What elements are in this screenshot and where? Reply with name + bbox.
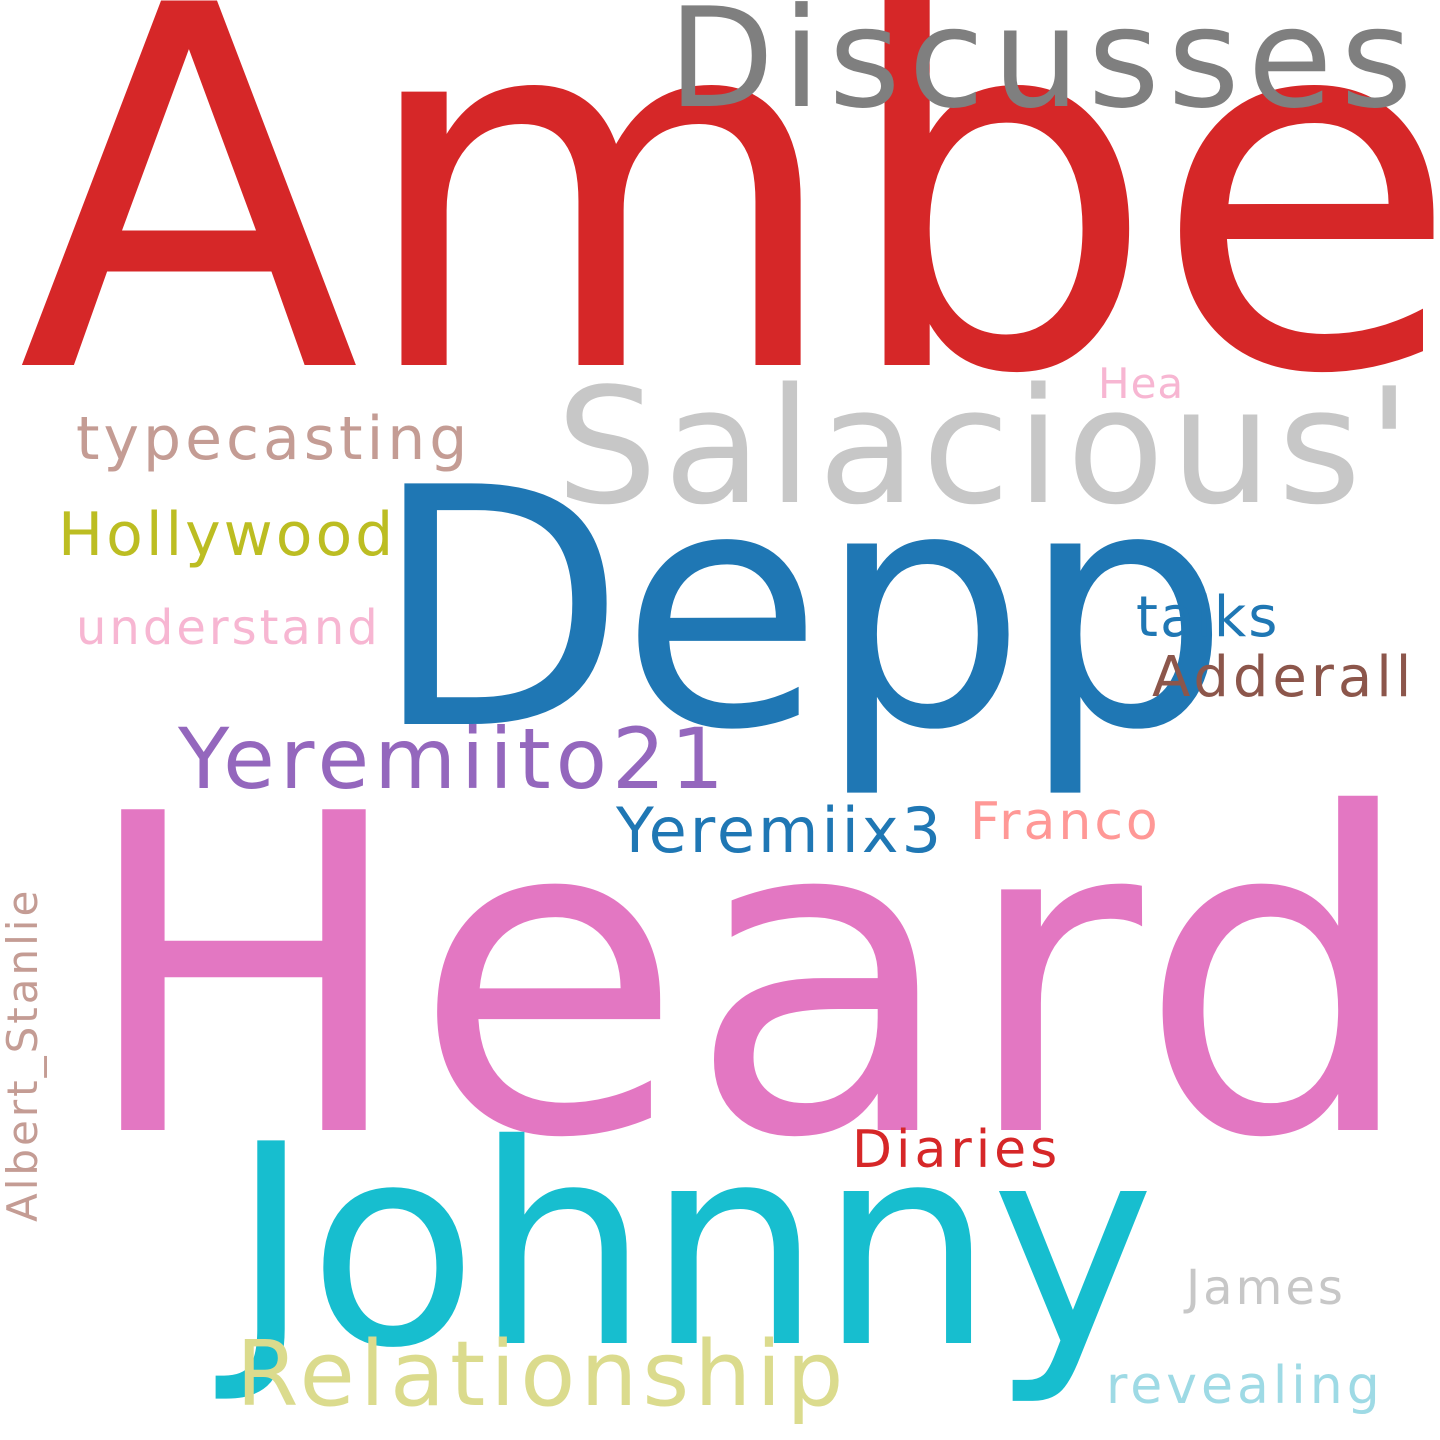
word-understand: understand: [76, 600, 381, 656]
word-salacious: Salacious': [556, 353, 1418, 540]
word-heard: Heard: [78, 722, 1422, 1234]
word-depp: Depp: [372, 418, 1230, 802]
word-revealing: revealing: [1106, 1356, 1384, 1416]
word-albert-stanlie: Albert_Stanlie: [0, 887, 47, 1222]
word-yeremiito21: Yeremiito21: [178, 710, 729, 808]
word-relationship: Relationship: [236, 1322, 849, 1427]
word-adderall: Adderall: [1152, 645, 1416, 710]
word-talks: talks: [1136, 585, 1280, 650]
word-james: James: [1186, 1260, 1346, 1316]
word-franco: Franco: [970, 792, 1161, 852]
word-discusses: Discusses: [668, 0, 1421, 139]
word-hollywood: Hollywood: [58, 500, 397, 570]
word-johnny: Johnny: [230, 1085, 1155, 1409]
word-amber: Amber: [18, 0, 1440, 483]
word-diaries: Diaries: [852, 1120, 1062, 1180]
word-typecasting: typecasting: [76, 404, 472, 474]
word-yeremiix3: Yeremiix3: [616, 794, 945, 867]
word-hea: Hea: [1098, 359, 1185, 408]
